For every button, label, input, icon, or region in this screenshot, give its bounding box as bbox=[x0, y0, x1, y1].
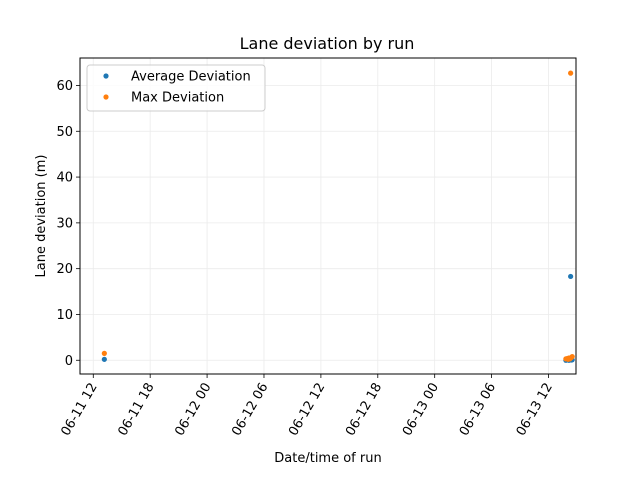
x-tick-label: 06-12 06 bbox=[229, 381, 271, 439]
data-point-average-deviation bbox=[101, 356, 107, 362]
data-points bbox=[101, 70, 575, 363]
x-tick-label: 06-12 12 bbox=[286, 381, 328, 439]
data-point-max-deviation bbox=[569, 353, 575, 360]
legend-label: Max Deviation bbox=[131, 91, 224, 106]
y-tick-label: 40 bbox=[56, 171, 73, 186]
y-axis: 0 10 20 30 40 50 60 bbox=[56, 79, 80, 369]
x-tick-label: 06-11 18 bbox=[115, 381, 157, 439]
x-axis-label: Date/time of run bbox=[274, 451, 381, 466]
legend: Average Deviation Max Deviation bbox=[86, 64, 266, 112]
y-tick-label: 20 bbox=[56, 262, 73, 277]
data-point-max-deviation bbox=[101, 350, 107, 356]
x-tick-label: 06-12 18 bbox=[343, 381, 385, 439]
x-axis: 06-11 12 06-11 18 06-12 00 06-12 06 06-12 12… bbox=[59, 374, 556, 439]
y-tick-label: 0 bbox=[65, 354, 73, 369]
data-point-max-deviation bbox=[568, 70, 574, 76]
y-tick-label: 50 bbox=[56, 125, 73, 140]
x-tick-label: 06-13 12 bbox=[514, 381, 556, 439]
legend-marker bbox=[103, 94, 109, 100]
legend-label: Average Deviation bbox=[131, 70, 251, 85]
y-axis-label: Lane deviation (m) bbox=[34, 155, 49, 278]
y-tick-label: 30 bbox=[56, 216, 73, 231]
x-tick-label: 06-13 06 bbox=[457, 381, 499, 439]
legend-box bbox=[86, 64, 266, 112]
data-point-average-deviation bbox=[568, 273, 574, 280]
legend-marker bbox=[103, 73, 109, 79]
x-tick-label: 06-11 12 bbox=[59, 381, 101, 439]
y-tick-label: 60 bbox=[56, 79, 73, 94]
plot-area-frame bbox=[79, 57, 577, 375]
x-tick-label: 06-12 00 bbox=[172, 381, 214, 439]
y-tick-label: 10 bbox=[56, 308, 73, 323]
chart-title: Lane deviation by run bbox=[240, 34, 415, 53]
x-tick-label: 06-13 00 bbox=[400, 381, 442, 439]
